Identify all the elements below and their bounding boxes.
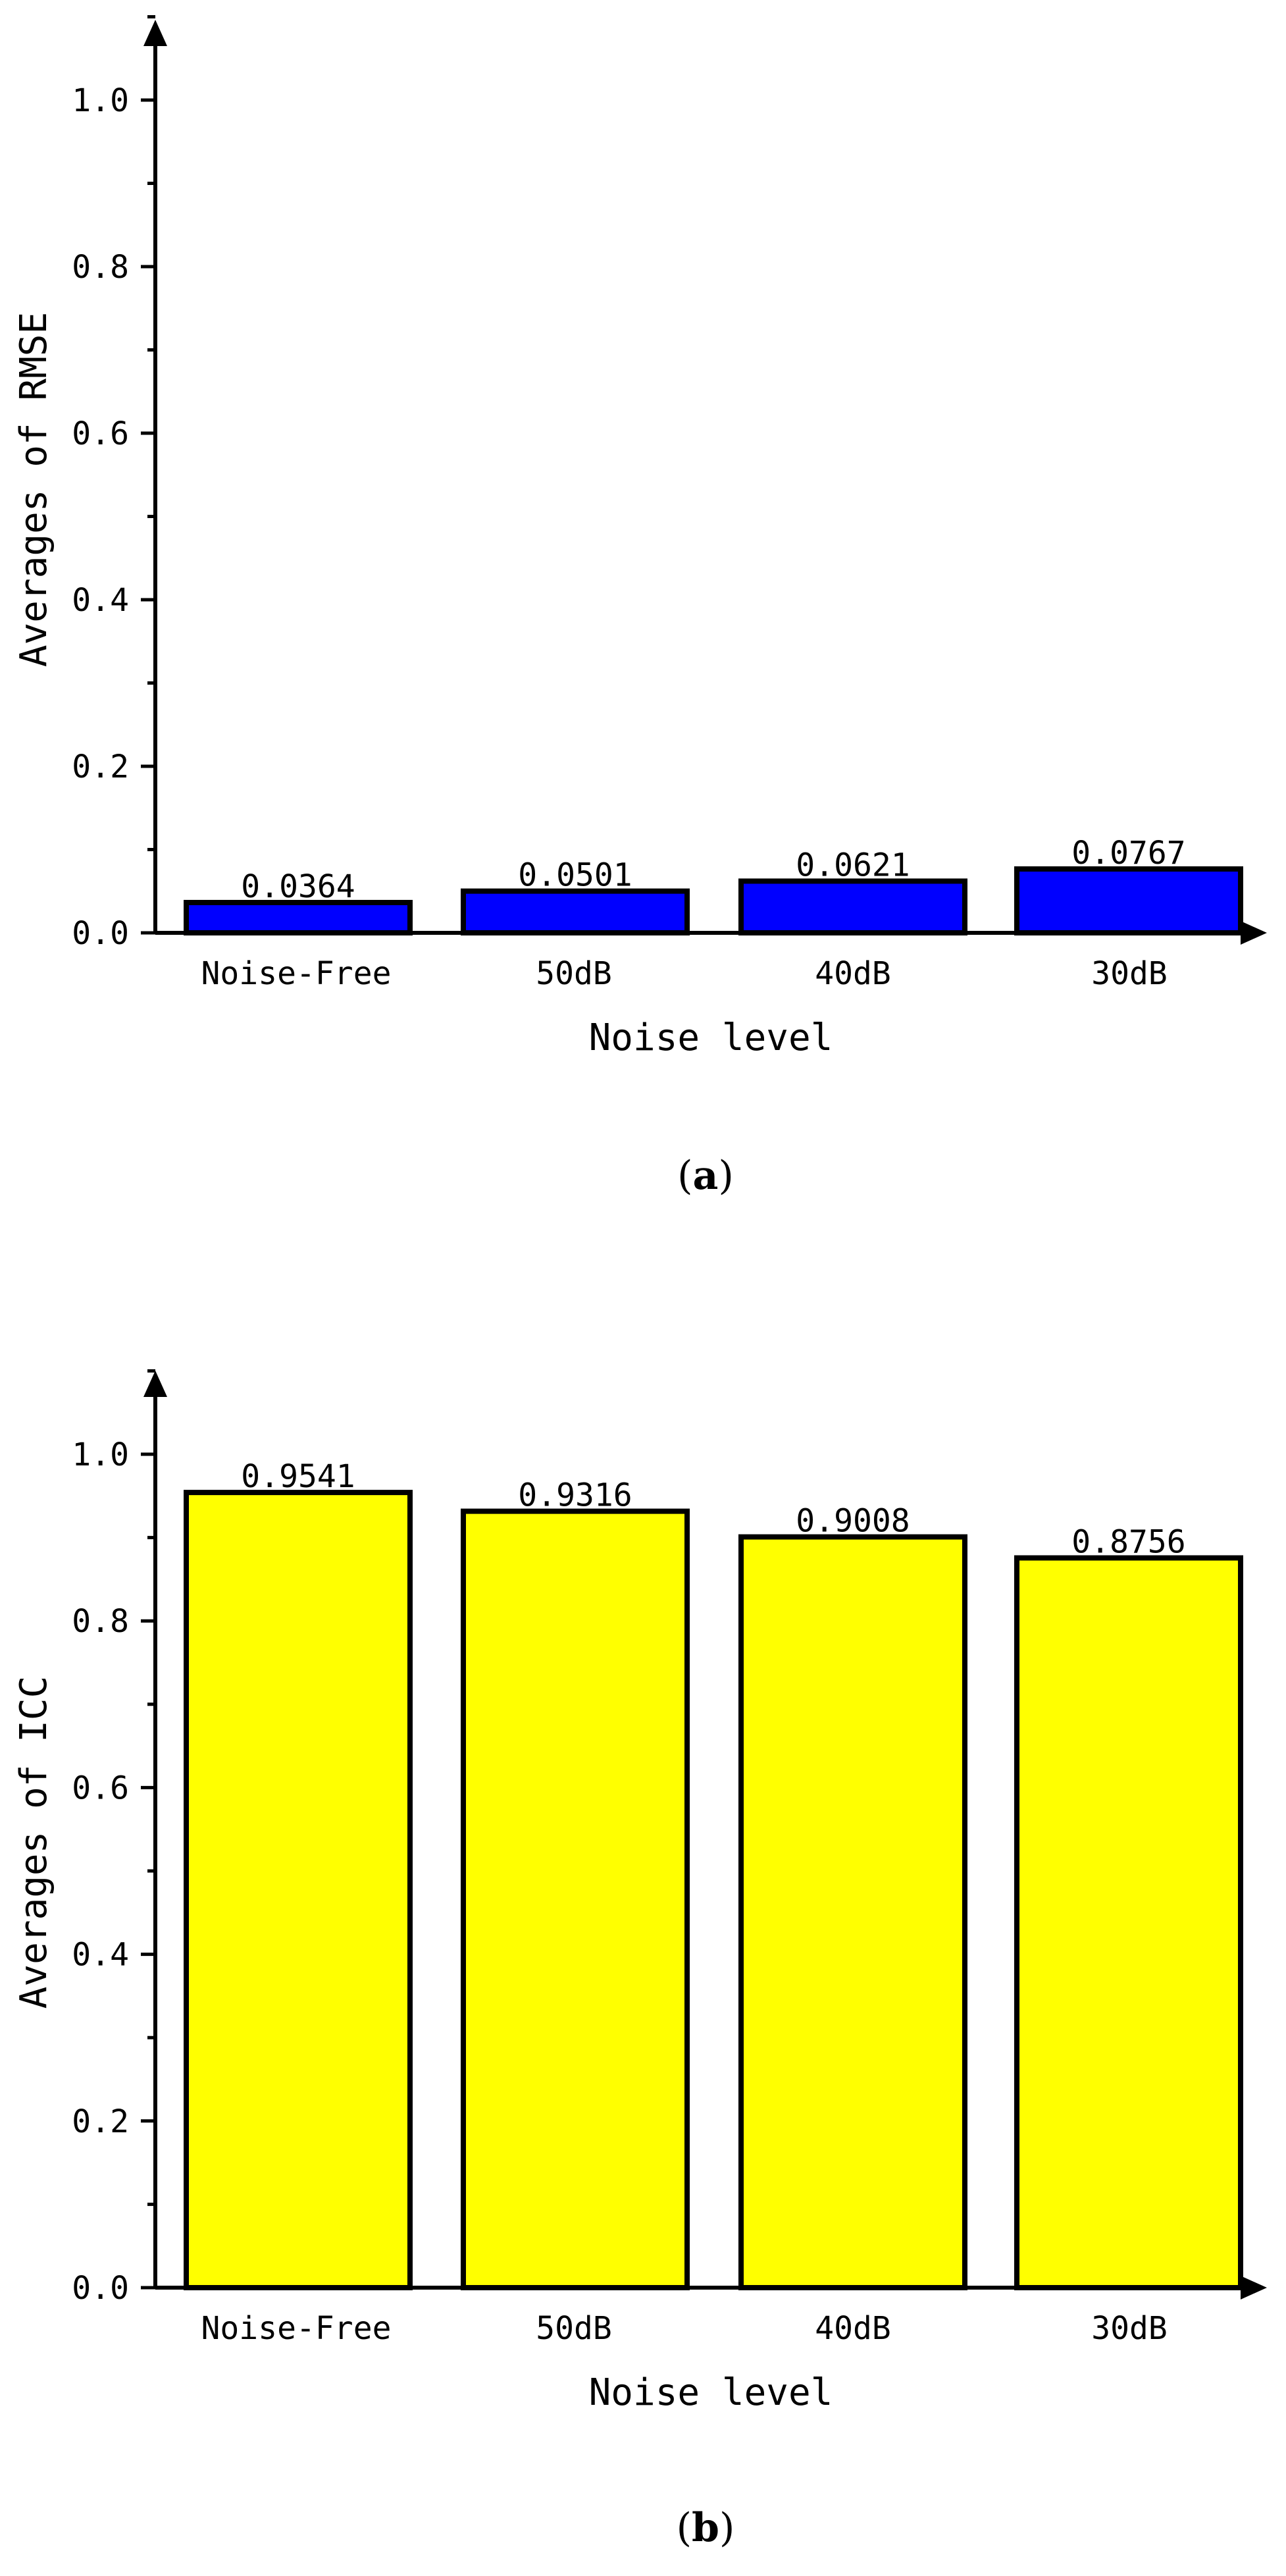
y-tick-label: 0.0 bbox=[72, 915, 129, 952]
y-axis-arrow bbox=[143, 20, 167, 46]
y-tick-label: 1.0 bbox=[72, 1436, 129, 1473]
y-axis-title: Averages of ICC bbox=[13, 1676, 55, 2009]
x-tick-label: 30dB bbox=[1091, 2310, 1168, 2347]
x-tick-label: 50dB bbox=[536, 2310, 612, 2347]
x-axis-title: Noise level bbox=[589, 2371, 833, 2414]
chart-panel-b: 0.0 0.2 0.4 0.6 0.8 1.0 0.9541 Noise-Free 0.9316… bbox=[13, 1369, 1267, 2551]
y-tick-label: 0.0 bbox=[72, 2270, 129, 2307]
y-tick-label: 0.6 bbox=[72, 415, 129, 452]
y-tick-label: 0.4 bbox=[72, 1937, 129, 1974]
data-label: 0.8756 bbox=[1071, 1523, 1185, 1560]
y-tick-label: 1.0 bbox=[72, 82, 129, 119]
x-tick-label: 30dB bbox=[1091, 955, 1168, 992]
bar bbox=[738, 878, 967, 935]
y-tick-label: 0.2 bbox=[72, 2103, 129, 2140]
data-label: 0.9008 bbox=[796, 1503, 910, 1540]
chart-panel-a: 0.0 0.2 0.4 0.6 0.8 1.0 0.0364 Noise-Free 0.0501… bbox=[13, 15, 1267, 1199]
x-tick-label: 40dB bbox=[815, 2310, 891, 2347]
data-label: 0.9316 bbox=[518, 1477, 632, 1514]
y-axis-arrow bbox=[143, 1371, 167, 1397]
bar bbox=[461, 888, 690, 936]
y-tick-label: 0.4 bbox=[72, 582, 129, 619]
y-tick-label: 0.8 bbox=[72, 1603, 129, 1640]
panel-label: (b) bbox=[677, 2505, 735, 2551]
data-label: 0.0621 bbox=[796, 847, 910, 883]
data-label: 0.9541 bbox=[241, 1458, 355, 1495]
y-tick-label: 0.2 bbox=[72, 749, 129, 785]
panel-label: (a) bbox=[677, 1153, 734, 1199]
data-label: 0.0501 bbox=[518, 857, 632, 894]
data-label: 0.0767 bbox=[1071, 835, 1185, 872]
y-axis-title: Averages of RMSE bbox=[13, 312, 55, 667]
bar bbox=[738, 1534, 967, 2290]
x-axis-arrow bbox=[1241, 921, 1267, 945]
bar bbox=[184, 1490, 413, 2290]
x-axis-title: Noise level bbox=[589, 1016, 833, 1059]
bar bbox=[184, 899, 413, 935]
bar bbox=[1014, 866, 1243, 935]
x-tick-label: 40dB bbox=[815, 955, 891, 992]
x-tick-label: Noise-Free bbox=[201, 955, 392, 992]
bar bbox=[1014, 1555, 1243, 2291]
y-tick-label: 0.6 bbox=[72, 1770, 129, 1806]
x-tick-label: Noise-Free bbox=[201, 2310, 392, 2347]
x-axis-arrow bbox=[1241, 2276, 1267, 2300]
x-tick-label: 50dB bbox=[536, 955, 612, 992]
bar bbox=[461, 1508, 690, 2291]
y-tick-label: 0.8 bbox=[72, 249, 129, 286]
data-label: 0.0364 bbox=[241, 868, 355, 905]
